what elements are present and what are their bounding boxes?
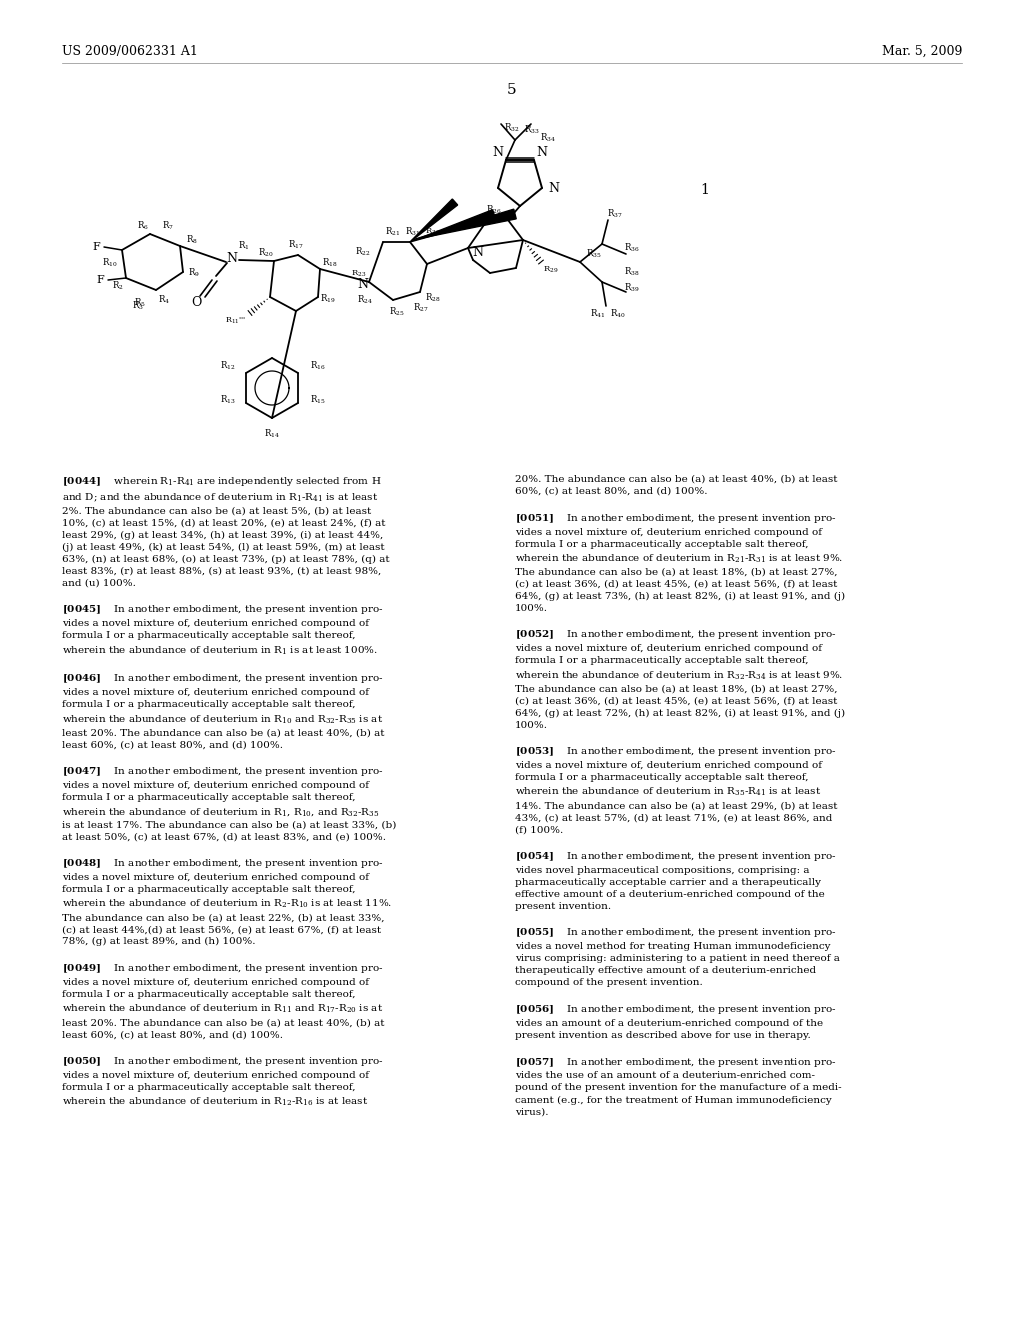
Text: R$_{40}$: R$_{40}$ bbox=[610, 308, 626, 321]
Text: R$_8$: R$_8$ bbox=[186, 234, 198, 247]
Text: F: F bbox=[96, 275, 103, 285]
Text: R$_{25}$: R$_{25}$ bbox=[389, 306, 404, 318]
Text: F: F bbox=[92, 242, 100, 252]
Text: R$_7$: R$_7$ bbox=[162, 219, 174, 232]
Text: N: N bbox=[537, 145, 548, 158]
Text: R$_{19}$: R$_{19}$ bbox=[321, 293, 336, 305]
Text: R$_2$: R$_2$ bbox=[112, 280, 124, 292]
Text: R$_{14}$: R$_{14}$ bbox=[264, 428, 280, 441]
Text: R$_{12}$: R$_{12}$ bbox=[220, 360, 236, 372]
Text: R$_{32}$: R$_{32}$ bbox=[504, 121, 520, 135]
Text: R$_{24}$: R$_{24}$ bbox=[357, 294, 373, 306]
Polygon shape bbox=[412, 209, 516, 240]
Text: R$_4$: R$_4$ bbox=[158, 294, 170, 306]
Text: R$_{11}$''': R$_{11}$''' bbox=[225, 315, 247, 326]
Text: R$_3$: R$_3$ bbox=[132, 300, 144, 313]
Text: US 2009/0062331 A1: US 2009/0062331 A1 bbox=[62, 45, 198, 58]
Text: R$_{26}$: R$_{26}$ bbox=[486, 203, 502, 216]
Text: R$_{10}$: R$_{10}$ bbox=[102, 257, 118, 269]
Text: R$_{13}$: R$_{13}$ bbox=[220, 393, 236, 407]
Text: N: N bbox=[549, 181, 559, 194]
Text: R$_{33}$: R$_{33}$ bbox=[524, 124, 540, 136]
Text: R$_{31}$: R$_{31}$ bbox=[406, 226, 421, 238]
Text: R$_{41}$: R$_{41}$ bbox=[590, 308, 606, 321]
Text: 1: 1 bbox=[700, 183, 709, 197]
Text: R$_{21}$: R$_{21}$ bbox=[385, 226, 400, 238]
Text: R$_{29}$: R$_{29}$ bbox=[544, 265, 559, 275]
Text: R$_{22}$: R$_{22}$ bbox=[355, 246, 371, 259]
Text: Mar. 5, 2009: Mar. 5, 2009 bbox=[882, 45, 962, 58]
Text: R$_{18}$: R$_{18}$ bbox=[323, 257, 338, 269]
Text: R$_6$: R$_6$ bbox=[137, 219, 148, 232]
Text: R$_5$: R$_5$ bbox=[134, 297, 146, 309]
Text: R$_{23}$: R$_{23}$ bbox=[351, 269, 367, 279]
Text: R$_{34}$: R$_{34}$ bbox=[540, 132, 556, 144]
Polygon shape bbox=[410, 210, 496, 242]
Text: N: N bbox=[493, 145, 504, 158]
Text: R$_{36}$: R$_{36}$ bbox=[624, 242, 640, 255]
Text: R$_{30}$: R$_{30}$ bbox=[425, 227, 440, 238]
Text: R$_{16}$: R$_{16}$ bbox=[310, 360, 326, 372]
Text: $\mathbf{[0044]}$    wherein R$_1$-R$_{41}$ are independently selected from H
an: $\mathbf{[0044]}$ wherein R$_1$-R$_{41}$… bbox=[62, 475, 396, 1107]
Text: R$_9$: R$_9$ bbox=[188, 267, 200, 280]
Text: 20%. The abundance can also be (a) at least 40%, (b) at least
60%, (c) at least : 20%. The abundance can also be (a) at le… bbox=[515, 475, 845, 1117]
Text: R$_{27}$: R$_{27}$ bbox=[413, 302, 429, 314]
Text: R$_{38}$: R$_{38}$ bbox=[625, 265, 640, 279]
Text: R$_{20}$: R$_{20}$ bbox=[258, 247, 273, 259]
Text: R$_{35}$: R$_{35}$ bbox=[586, 248, 602, 260]
Polygon shape bbox=[410, 199, 458, 242]
Text: N: N bbox=[226, 252, 238, 264]
Text: N: N bbox=[472, 247, 483, 260]
Text: R$_{37}$: R$_{37}$ bbox=[607, 207, 623, 220]
Text: R$_{17}$: R$_{17}$ bbox=[288, 239, 304, 251]
Text: R$_1$: R$_1$ bbox=[239, 240, 250, 252]
Text: O: O bbox=[190, 296, 201, 309]
Text: R$_{28}$: R$_{28}$ bbox=[425, 292, 441, 304]
Text: 5: 5 bbox=[507, 83, 517, 96]
Text: N: N bbox=[357, 277, 369, 290]
Text: R$_{39}$: R$_{39}$ bbox=[624, 281, 640, 294]
Text: R$_{15}$: R$_{15}$ bbox=[310, 393, 326, 407]
